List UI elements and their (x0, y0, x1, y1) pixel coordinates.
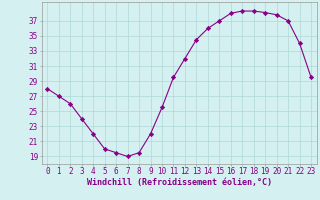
X-axis label: Windchill (Refroidissement éolien,°C): Windchill (Refroidissement éolien,°C) (87, 178, 272, 187)
